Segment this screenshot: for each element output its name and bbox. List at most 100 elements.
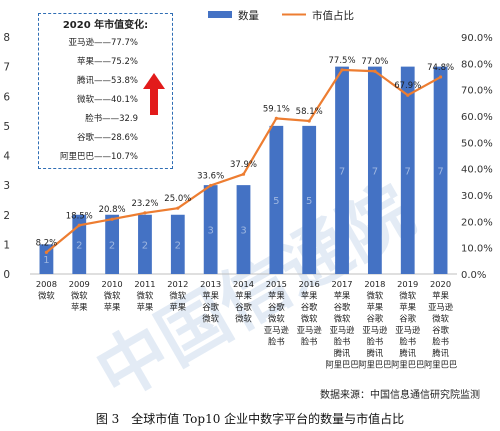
- data-source: 数据来源：中国信息通信研究院监测: [320, 390, 480, 401]
- line-point: [209, 183, 213, 188]
- x-category-company: 谷歌: [432, 325, 449, 335]
- x-category-company: 微软: [170, 291, 187, 301]
- bar: [433, 66, 448, 274]
- y-tick-label: 2: [3, 210, 10, 222]
- y-tick-label: 1: [3, 239, 10, 251]
- line-value-label: 18.5%: [66, 211, 93, 221]
- x-category-company: 微软: [334, 314, 351, 324]
- y-tick-label: 7: [3, 62, 10, 74]
- y2-tick-label: 90.0%: [461, 33, 493, 44]
- y-tick-label: 4: [3, 151, 10, 163]
- line-point: [143, 211, 147, 215]
- x-category-company: 腾讯: [432, 348, 449, 358]
- x-category-company: 苹果: [104, 302, 121, 312]
- x-category-company: 亚马逊: [297, 325, 322, 335]
- bar-value-label: 5: [273, 196, 279, 207]
- x-category-company: 微软: [367, 291, 384, 301]
- y-tick-label: 0: [3, 269, 10, 281]
- bar: [138, 214, 152, 274]
- x-tick-label: 2010: [102, 279, 123, 289]
- line-value-label: 23.2%: [131, 199, 158, 209]
- inset-row: 腾讯——53.8%: [76, 76, 138, 86]
- bar-value-label: 3: [240, 226, 246, 237]
- x-category-company: 阿里巴巴: [391, 360, 424, 370]
- y2-tick-label: 70.0%: [461, 86, 493, 97]
- x-category-company: 苹果: [235, 291, 252, 301]
- inset-row: 脸书——32.9: [85, 114, 138, 124]
- x-category-company: 谷歌: [268, 302, 285, 312]
- y2-tick-label: 10.0%: [461, 244, 493, 255]
- bar: [203, 185, 218, 274]
- y2-tick-label: 80.0%: [461, 59, 493, 70]
- x-tick-label: 2020: [430, 279, 451, 289]
- x-category-company: 微软: [71, 291, 88, 301]
- x-tick-label: 2012: [167, 279, 188, 289]
- bar: [367, 66, 382, 274]
- x-category-company: 苹果: [301, 291, 318, 301]
- line-value-label: 20.8%: [99, 205, 126, 215]
- bar-value-label: 7: [437, 166, 443, 177]
- bar-value-label: 3: [207, 226, 213, 237]
- x-category-company: 微软: [268, 314, 285, 324]
- x-category-company: 亚马逊: [362, 325, 387, 335]
- bar-value-label: 1: [43, 255, 49, 266]
- line-value-label: 67.9%: [394, 81, 421, 91]
- x-category-company: 微软: [137, 291, 154, 301]
- bar: [236, 185, 251, 274]
- x-category-company: 阿里巴巴: [424, 360, 457, 370]
- line-value-label: 8.2%: [36, 238, 58, 248]
- line-value-label: 25.0%: [164, 194, 191, 204]
- x-category-company: 脸书: [432, 337, 449, 347]
- x-tick-label: 2018: [364, 279, 385, 289]
- x-category-company: 阿里巴巴: [325, 360, 358, 370]
- x-category-company: 微软: [399, 291, 416, 301]
- bar: [269, 125, 284, 274]
- x-category-company: 谷歌: [202, 302, 219, 312]
- inset-row: 苹果——75.2%: [76, 57, 138, 67]
- x-category-company: 阿里巴巴: [358, 360, 391, 370]
- x-category-company: 亚马逊: [428, 302, 453, 312]
- inset-row: 亚马逊——77.7%: [68, 38, 138, 48]
- y-tick-label: 5: [3, 121, 10, 133]
- bar-value-label: 5: [306, 196, 312, 207]
- y2-tick-label: 40.0%: [461, 165, 493, 176]
- x-category-company: 脸书: [399, 337, 416, 347]
- x-tick-label: 2016: [299, 279, 320, 289]
- x-category-company: 微软: [301, 314, 318, 324]
- y2-tick-label: 30.0%: [461, 191, 493, 202]
- figure-caption: 图 3 全球市值 Top10 企业中数字平台的数量与市值占比: [95, 412, 405, 426]
- x-category-company: 脸书: [334, 337, 351, 347]
- x-category-company: 谷歌: [367, 314, 384, 324]
- x-tick-label: 2014: [233, 279, 254, 289]
- x-category-company: 腾讯: [399, 348, 416, 358]
- bar: [400, 66, 415, 274]
- x-tick-label: 2013: [200, 279, 221, 289]
- line-value-label: 58.1%: [296, 107, 323, 117]
- bar: [105, 214, 120, 274]
- x-category-company: 苹果: [71, 302, 88, 312]
- line-point: [241, 172, 246, 176]
- line-value-label: 77.0%: [361, 57, 388, 67]
- line-point: [373, 69, 377, 73]
- x-category-company: 微软: [38, 291, 55, 301]
- x-category-company: 微软: [104, 291, 121, 301]
- inset-row: 微软——40.1%: [76, 95, 138, 105]
- inset-row: 阿里巴巴——10.7%: [59, 152, 138, 162]
- line-point: [307, 119, 311, 123]
- x-category-company: 微软: [202, 314, 219, 324]
- x-category-company: 谷歌: [301, 302, 318, 312]
- bar-value-label: 2: [175, 240, 181, 251]
- y2-tick-label: 20.0%: [461, 217, 493, 228]
- x-tick-label: 2019: [397, 279, 418, 289]
- x-tick-label: 2015: [266, 279, 287, 289]
- x-category-company: 苹果: [268, 291, 285, 301]
- bar-value-label: 7: [405, 166, 411, 177]
- bar: [39, 244, 54, 274]
- line-point: [44, 250, 49, 255]
- line-point: [77, 223, 81, 227]
- legend-bar-label: 数量: [238, 9, 259, 22]
- legend-line-label: 市值占比: [312, 9, 354, 22]
- x-tick-label: 2011: [134, 279, 155, 289]
- line-value-label: 33.6%: [197, 172, 224, 182]
